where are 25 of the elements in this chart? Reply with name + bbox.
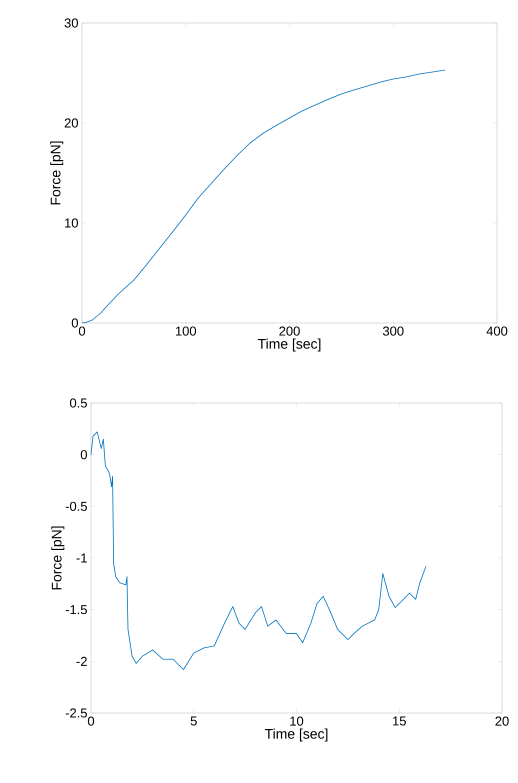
y-tick-label: -2	[76, 656, 87, 666]
y-tick-label: 0.5	[70, 398, 87, 408]
y-axis-title: Force [pN]	[51, 526, 64, 590]
x-tick-label: 20	[495, 716, 509, 726]
y-tick-label: 20	[64, 118, 78, 128]
y-tick-label: 30	[64, 18, 78, 28]
y-tick-label: 0	[80, 450, 87, 460]
x-tick-label: 100	[176, 326, 196, 336]
x-tick-label: 0	[88, 716, 94, 726]
x-tick-label: 10	[290, 716, 304, 726]
y-tick-label: 10	[65, 218, 78, 228]
x-tick-label: 5	[190, 716, 197, 726]
x-tick-label: 300	[382, 326, 404, 336]
x-tick-label: 200	[279, 326, 300, 336]
line-series	[82, 70, 446, 324]
y-tick-label: 0	[72, 318, 78, 328]
x-axis-title: Time [sec]	[258, 338, 320, 352]
x-tick-label: 400	[486, 326, 508, 336]
x-tick-label: 15	[393, 716, 406, 726]
y-tick-label: -1	[76, 554, 87, 562]
y-axis-title: Force [pN]	[50, 141, 64, 204]
y-tick-label: -2.5	[66, 708, 87, 718]
x-axis-title: Time [sec]	[264, 728, 328, 742]
y-tick-label: -0.5	[66, 502, 87, 511]
y-tick-label: -1.5	[66, 605, 87, 614]
